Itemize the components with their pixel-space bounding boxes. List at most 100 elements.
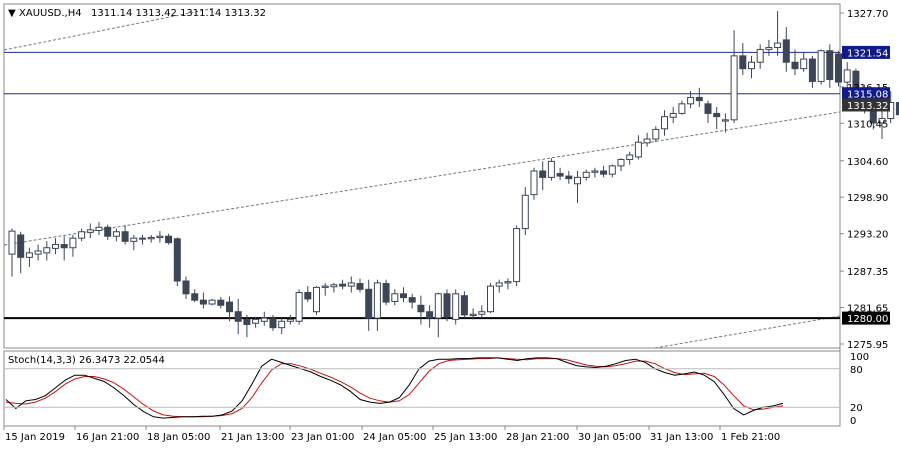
candle	[826, 44, 834, 88]
candle-body-bull	[286, 318, 294, 322]
symbol-header: ▼ XAUUSD.,H4 1311.14 1313.42 1311.14 131…	[8, 8, 266, 19]
candle-body-bull	[634, 141, 642, 158]
candle	[234, 298, 242, 335]
horizontal-lines[interactable]	[4, 51, 840, 320]
candle-body-bear	[121, 231, 129, 242]
candle-body-bull	[69, 237, 77, 249]
candle	[808, 55, 816, 88]
candle	[373, 279, 381, 331]
candle	[504, 278, 512, 290]
candle	[69, 234, 77, 257]
candle-body-bull	[452, 293, 460, 320]
candle-body-bear	[808, 58, 816, 82]
candle	[139, 234, 146, 245]
price-tag: 1321.54	[842, 45, 890, 59]
trendline-middle[interactable]	[3, 111, 841, 246]
time-tick-label: 1 Feb 21:00	[721, 432, 780, 443]
candle-body-bull	[313, 286, 320, 313]
time-tick-label: 15 Jan 2019	[5, 432, 65, 443]
candle-body-bull	[817, 50, 825, 82]
candle	[339, 279, 347, 290]
candle-body-bear	[443, 293, 451, 318]
candle	[86, 223, 94, 239]
stoch-level-label: 100	[850, 352, 869, 363]
candle	[478, 305, 486, 319]
candle	[260, 311, 268, 326]
candle	[173, 237, 181, 287]
symbol-label: XAUUSD.,H4	[19, 8, 82, 19]
candle-body-bear	[600, 170, 608, 175]
price-tick-label: 1310.45	[847, 119, 888, 130]
stochastic-lines	[5, 357, 784, 419]
trendline-lower[interactable]	[654, 315, 841, 349]
candle	[765, 39, 773, 56]
candle	[191, 289, 199, 303]
candle	[17, 231, 25, 274]
candle	[835, 50, 842, 87]
candle	[252, 316, 260, 328]
candle-body-bear	[565, 175, 573, 180]
candle	[626, 151, 634, 165]
candle-body-bull	[112, 231, 120, 237]
candle	[434, 292, 442, 338]
candle-body-bear	[217, 299, 225, 306]
candle-body-bear	[417, 304, 425, 313]
candle	[460, 291, 468, 319]
candle	[443, 289, 451, 322]
candle	[748, 55, 755, 79]
candle	[895, 95, 899, 120]
candle	[217, 296, 225, 309]
candle-body-bear	[304, 292, 312, 300]
candle	[582, 169, 590, 181]
candle-body-bull	[295, 292, 303, 322]
candle	[556, 167, 564, 180]
candle-body-bull	[373, 282, 381, 319]
trendline-upper[interactable]	[3, 7, 216, 51]
candle	[713, 107, 721, 130]
candle-body-bull	[617, 158, 625, 167]
candle	[739, 43, 747, 76]
candle-body-bull	[582, 171, 590, 178]
time-tick-label: 31 Jan 13:00	[650, 432, 713, 443]
candle	[321, 282, 329, 296]
candle-body-bear	[382, 283, 390, 303]
stoch-level-label: 80	[850, 365, 863, 376]
candle-body-bull	[504, 281, 512, 284]
candle-body-bull	[843, 69, 851, 83]
candle-body-bull	[347, 282, 355, 287]
candle	[547, 158, 555, 181]
candle	[347, 276, 355, 293]
candle	[643, 132, 651, 147]
trendlines[interactable]	[3, 7, 841, 349]
time-axis: 15 Jan 2019 16 Jan 21:00 18 Jan 05:00 21 Ja…	[3, 426, 780, 443]
candle	[391, 289, 399, 306]
candle-body-bear	[17, 234, 25, 258]
candle-body-bear	[173, 238, 181, 282]
candle	[843, 62, 851, 88]
candle-body-bear	[739, 55, 747, 70]
candle	[452, 289, 460, 325]
candle-body-bull	[765, 47, 773, 50]
candle-body-bull	[878, 118, 886, 124]
candle-body-bear	[104, 226, 112, 237]
candle-body-bear	[556, 173, 564, 177]
candle	[782, 27, 790, 72]
candle-body-bull	[321, 285, 329, 288]
price-tag: 1280.00	[842, 311, 890, 325]
candle-body-bull	[25, 252, 33, 258]
candle	[608, 164, 616, 178]
price-tick-label: 1275.95	[847, 340, 888, 351]
stoch-signal-line	[5, 357, 784, 418]
candle	[791, 49, 799, 76]
candle	[634, 135, 642, 160]
candle-body-bear	[539, 170, 547, 178]
candle-body-bear	[199, 299, 207, 305]
candle-body-bull	[278, 320, 286, 329]
candle-body-bear	[713, 112, 721, 118]
candle	[243, 314, 251, 338]
dropdown-arrow-icon[interactable]: ▼	[8, 8, 16, 19]
candle-body-bull	[513, 228, 521, 283]
candle	[165, 233, 173, 245]
candle-body-bull	[469, 313, 477, 317]
